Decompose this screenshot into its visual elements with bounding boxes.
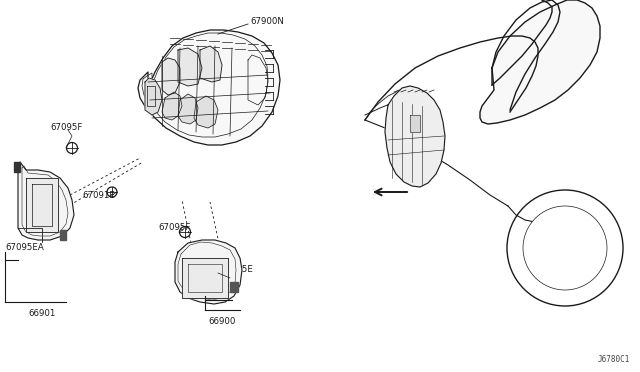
Text: 67095E: 67095E (220, 266, 253, 275)
Polygon shape (200, 46, 222, 82)
Polygon shape (18, 162, 74, 240)
Polygon shape (385, 86, 445, 187)
Text: 66901: 66901 (28, 310, 56, 318)
Text: 67095F: 67095F (50, 124, 83, 132)
Polygon shape (480, 0, 600, 124)
Polygon shape (182, 258, 228, 298)
Polygon shape (145, 78, 162, 115)
Polygon shape (178, 94, 198, 124)
Text: 67900N: 67900N (250, 17, 284, 26)
Polygon shape (175, 240, 242, 304)
Polygon shape (26, 178, 58, 232)
Polygon shape (162, 92, 182, 120)
Polygon shape (230, 282, 238, 292)
Text: 66900: 66900 (208, 317, 236, 327)
Polygon shape (194, 96, 218, 128)
Circle shape (523, 206, 607, 290)
Polygon shape (162, 58, 180, 95)
Text: J6780C1: J6780C1 (598, 356, 630, 365)
Text: 67095F: 67095F (158, 224, 190, 232)
Text: 67091E: 67091E (82, 192, 115, 201)
Polygon shape (138, 30, 280, 145)
Polygon shape (178, 48, 202, 86)
Polygon shape (60, 230, 66, 240)
Polygon shape (410, 115, 420, 132)
Polygon shape (14, 162, 20, 172)
Text: 67095EA: 67095EA (5, 244, 44, 253)
